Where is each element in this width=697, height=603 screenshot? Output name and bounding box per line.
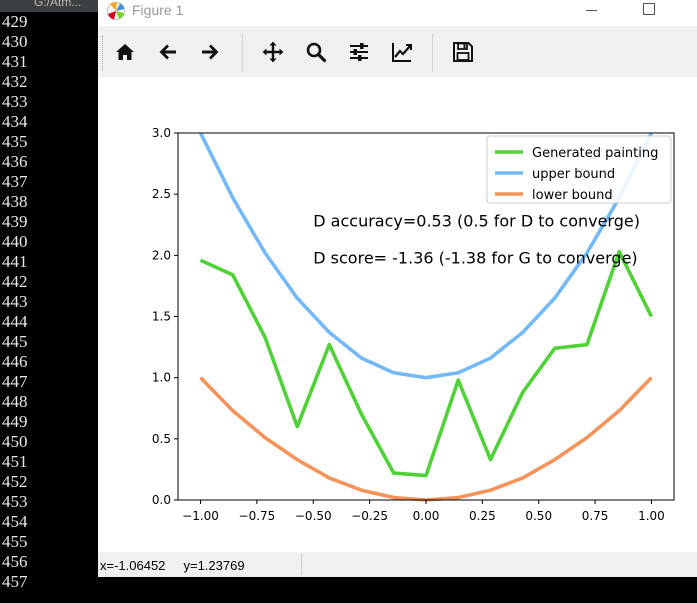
line-number: 453 [2, 492, 28, 511]
line-number: 432 [2, 72, 28, 91]
edit-axis-icon [392, 43, 412, 62]
line-number: 439 [2, 212, 28, 231]
y-tick-label: 1.0 [152, 371, 171, 385]
configure-subplots-icon [350, 43, 368, 61]
home-icon [116, 44, 134, 60]
maximize-button[interactable] [632, 0, 678, 22]
line-number: 446 [2, 352, 28, 371]
line-number: 442 [2, 272, 28, 291]
home-button[interactable] [110, 38, 140, 66]
title-bar[interactable]: Figure 1 [98, 0, 697, 26]
legend-label: lower bound [532, 188, 613, 203]
line-number: 443 [2, 292, 28, 311]
plot-area: −1.00 −0.75 −0.50 −0.25 0.00 0.25 0.50 0.75 1.00… [152, 126, 675, 523]
forward-arrow-icon [202, 44, 219, 60]
line-number: 434 [2, 112, 28, 131]
x-tick-label: −0.50 [295, 509, 332, 523]
y-tick-label: 0.0 [152, 493, 171, 507]
y-tick-label: 0.5 [152, 432, 171, 446]
status-bar: x=-1.06452 y=1.23769 [98, 552, 697, 577]
line-number: 445 [2, 332, 28, 351]
save-icon [453, 42, 473, 62]
x-tick-label: −1.00 [182, 509, 219, 523]
annotations-layer: D accuracy=0.53 (0.5 for D to converge) D… [313, 212, 640, 268]
line-number: 429 [2, 12, 28, 31]
toolbar [98, 26, 697, 76]
back-button[interactable] [153, 38, 183, 66]
line-number: 436 [2, 152, 28, 171]
status-divider [301, 554, 302, 575]
editor-tab-label: G:/Atm... [34, 0, 82, 9]
y-tick-label: 3.0 [152, 126, 171, 140]
toolbar-separator [432, 34, 433, 72]
window-title: Figure 1 [132, 2, 184, 18]
legend-box [486, 135, 672, 204]
minimize-button[interactable] [574, 0, 620, 22]
line-number: 449 [2, 412, 28, 431]
edit-axis-button[interactable] [387, 38, 417, 66]
pan-icon [262, 41, 284, 63]
line-number: 448 [2, 392, 28, 411]
y-tick-label: 2.0 [152, 248, 171, 262]
annotation-text: D score= -1.36 (-1.38 for G to converge) [313, 248, 637, 267]
legend: Generated painting upper bound lower bound [486, 135, 672, 204]
toolbar-grip[interactable] [102, 36, 105, 70]
line-number: 454 [2, 512, 28, 531]
line-number: 437 [2, 172, 28, 191]
x-tick-label: −0.25 [351, 509, 388, 523]
line-number: 452 [2, 472, 28, 491]
series-line-lower-bound [199, 376, 653, 502]
legend-label: upper bound [532, 167, 615, 182]
line-number: 438 [2, 192, 28, 211]
line-number: 440 [2, 232, 28, 251]
x-tick-label: 0.25 [469, 509, 496, 523]
y-tick-label: 2.5 [152, 187, 171, 201]
figure-canvas[interactable]: −1.00 −0.75 −0.50 −0.25 0.00 0.25 0.50 0.75 1.00… [98, 77, 697, 552]
x-tick-label: 0.50 [525, 509, 552, 523]
line-number: 444 [2, 312, 28, 331]
line-number: 456 [2, 552, 28, 571]
toolbar-separator [242, 34, 243, 72]
editor-gutter: G:/Atm... 429 430 431 432 433 434 435 436 437 438… [0, 0, 98, 603]
legend-label: Generated painting [532, 146, 658, 161]
line-number: 431 [2, 52, 28, 71]
figure-window: Figure 1 [98, 0, 697, 577]
save-button[interactable] [448, 38, 478, 66]
series-line-upper-bound [198, 132, 654, 380]
line-number: 457 [2, 572, 28, 591]
line-number: 451 [2, 452, 28, 471]
line-number: 450 [2, 432, 28, 451]
zoom-button[interactable] [301, 38, 331, 66]
line-number: 447 [2, 372, 28, 391]
series-line-generated-painting [199, 249, 654, 478]
x-tick-label: 1.00 [638, 509, 665, 523]
x-tick-label: −0.75 [239, 509, 276, 523]
cursor-coordinates: x=-1.06452 y=1.23769 [100, 558, 245, 573]
zoom-icon [306, 42, 327, 63]
editor-tab[interactable]: G:/Atm... [0, 0, 98, 12]
y-tick-label: 1.5 [152, 310, 171, 324]
matplotlib-logo-icon [107, 2, 125, 20]
forward-button[interactable] [195, 38, 225, 66]
line-number: 430 [2, 32, 28, 51]
configure-subplots-button[interactable] [344, 38, 374, 66]
line-number: 433 [2, 92, 28, 111]
line-number: 455 [2, 532, 28, 551]
line-number: 435 [2, 132, 28, 151]
x-tick-label: 0.00 [413, 509, 440, 523]
x-tick-label: 0.75 [582, 509, 609, 523]
ticks-layer: −1.00 −0.75 −0.50 −0.25 0.00 0.25 0.50 0.75 1.00… [152, 126, 665, 523]
back-arrow-icon [159, 44, 176, 60]
line-number: 441 [2, 252, 28, 271]
pan-button[interactable] [258, 38, 288, 66]
annotation-text: D accuracy=0.53 (0.5 for D to converge) [313, 212, 640, 231]
